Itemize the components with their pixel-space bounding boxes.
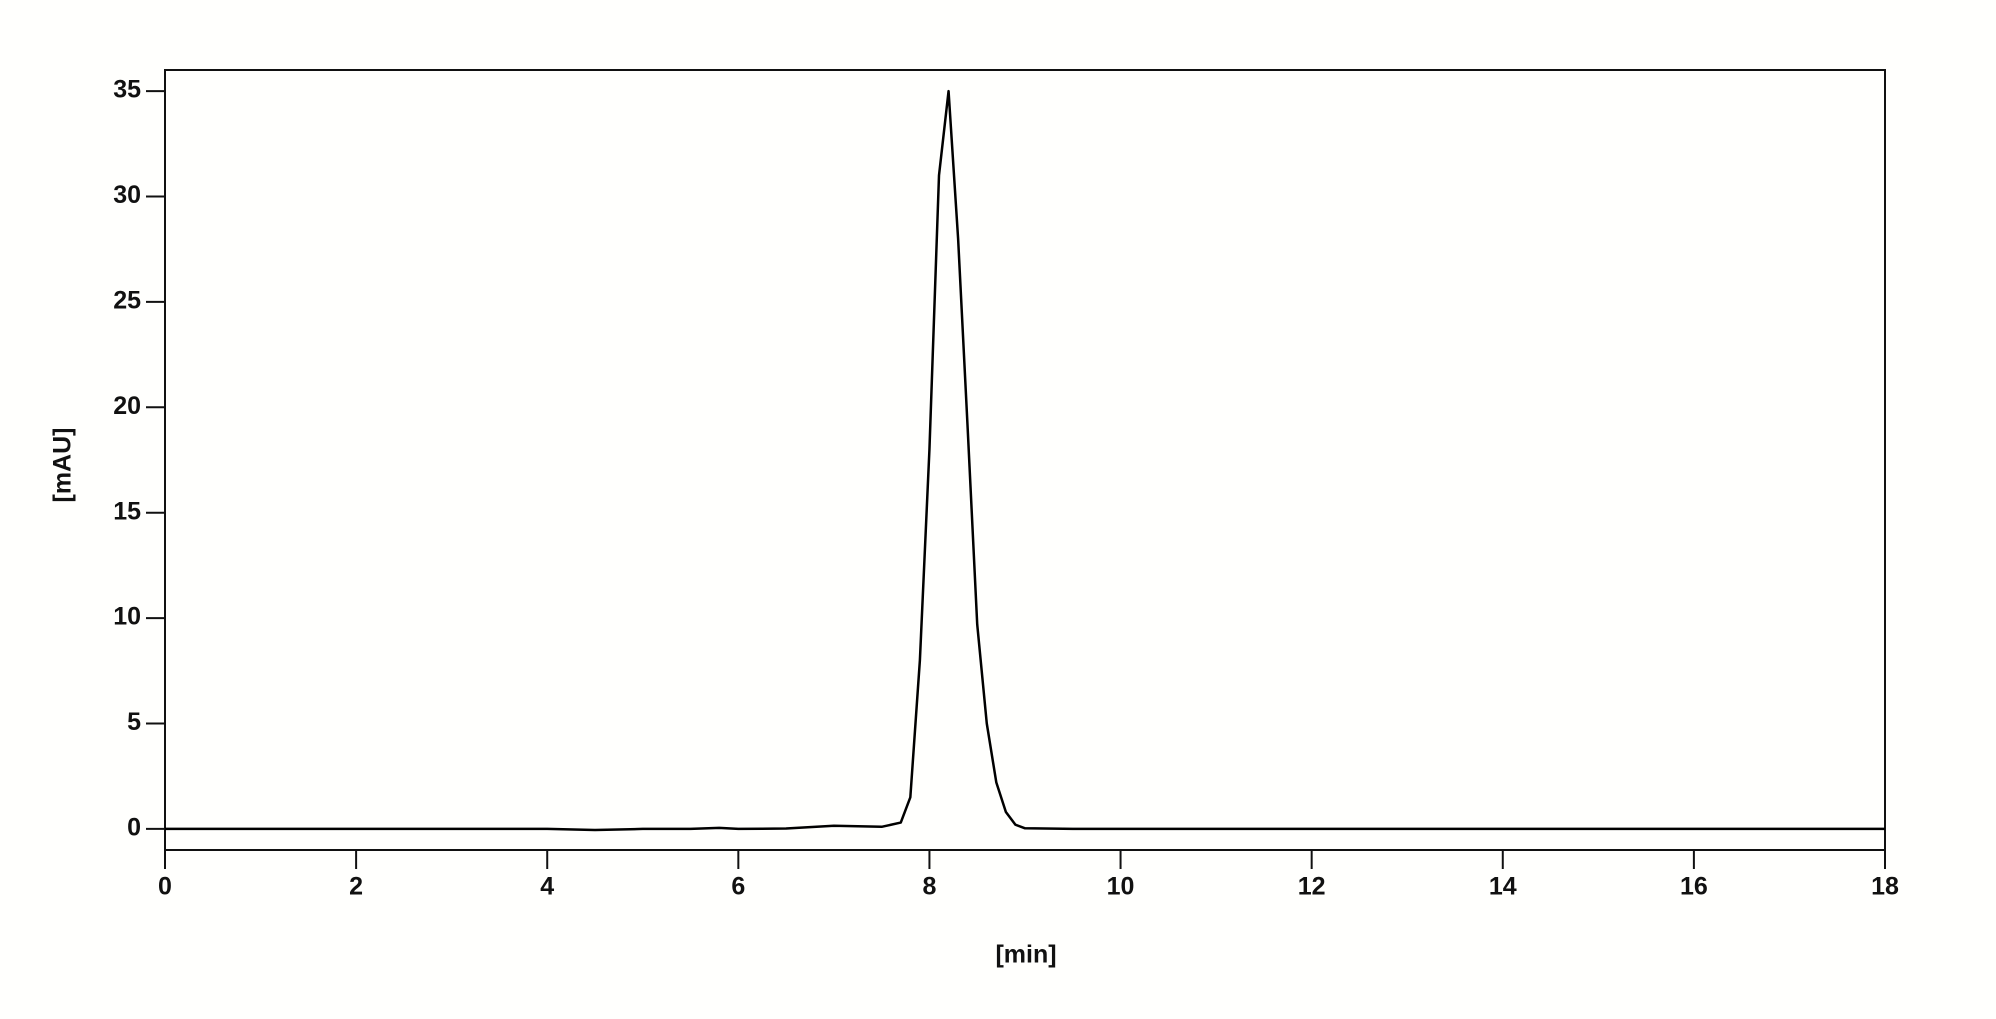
y-tick-label: 15 bbox=[113, 497, 141, 525]
y-tick-label: 25 bbox=[113, 287, 141, 315]
x-tick-label: 14 bbox=[1489, 873, 1517, 901]
y-tick-label: 20 bbox=[113, 392, 141, 420]
x-tick-label: 0 bbox=[158, 873, 172, 901]
y-tick-label: 10 bbox=[113, 603, 141, 631]
x-tick-label: 16 bbox=[1680, 873, 1708, 901]
y-axis-label: [mAU] bbox=[49, 428, 77, 503]
plot-frame bbox=[164, 69, 1886, 851]
x-tick-label: 18 bbox=[1871, 873, 1899, 901]
x-tick-label: 2 bbox=[349, 873, 363, 901]
x-tick-label: 6 bbox=[731, 873, 745, 901]
y-tick-label: 35 bbox=[113, 76, 141, 104]
data-line bbox=[165, 89, 1885, 832]
y-tick-label: 0 bbox=[127, 814, 141, 842]
y-tick-label: 5 bbox=[127, 708, 141, 736]
y-tick-label: 30 bbox=[113, 181, 141, 209]
x-axis-label: [min] bbox=[995, 941, 1056, 969]
x-tick-label: 8 bbox=[922, 873, 936, 901]
x-tick-label: 12 bbox=[1298, 873, 1326, 901]
x-tick-label: 10 bbox=[1107, 873, 1135, 901]
x-tick-label: 4 bbox=[540, 873, 554, 901]
